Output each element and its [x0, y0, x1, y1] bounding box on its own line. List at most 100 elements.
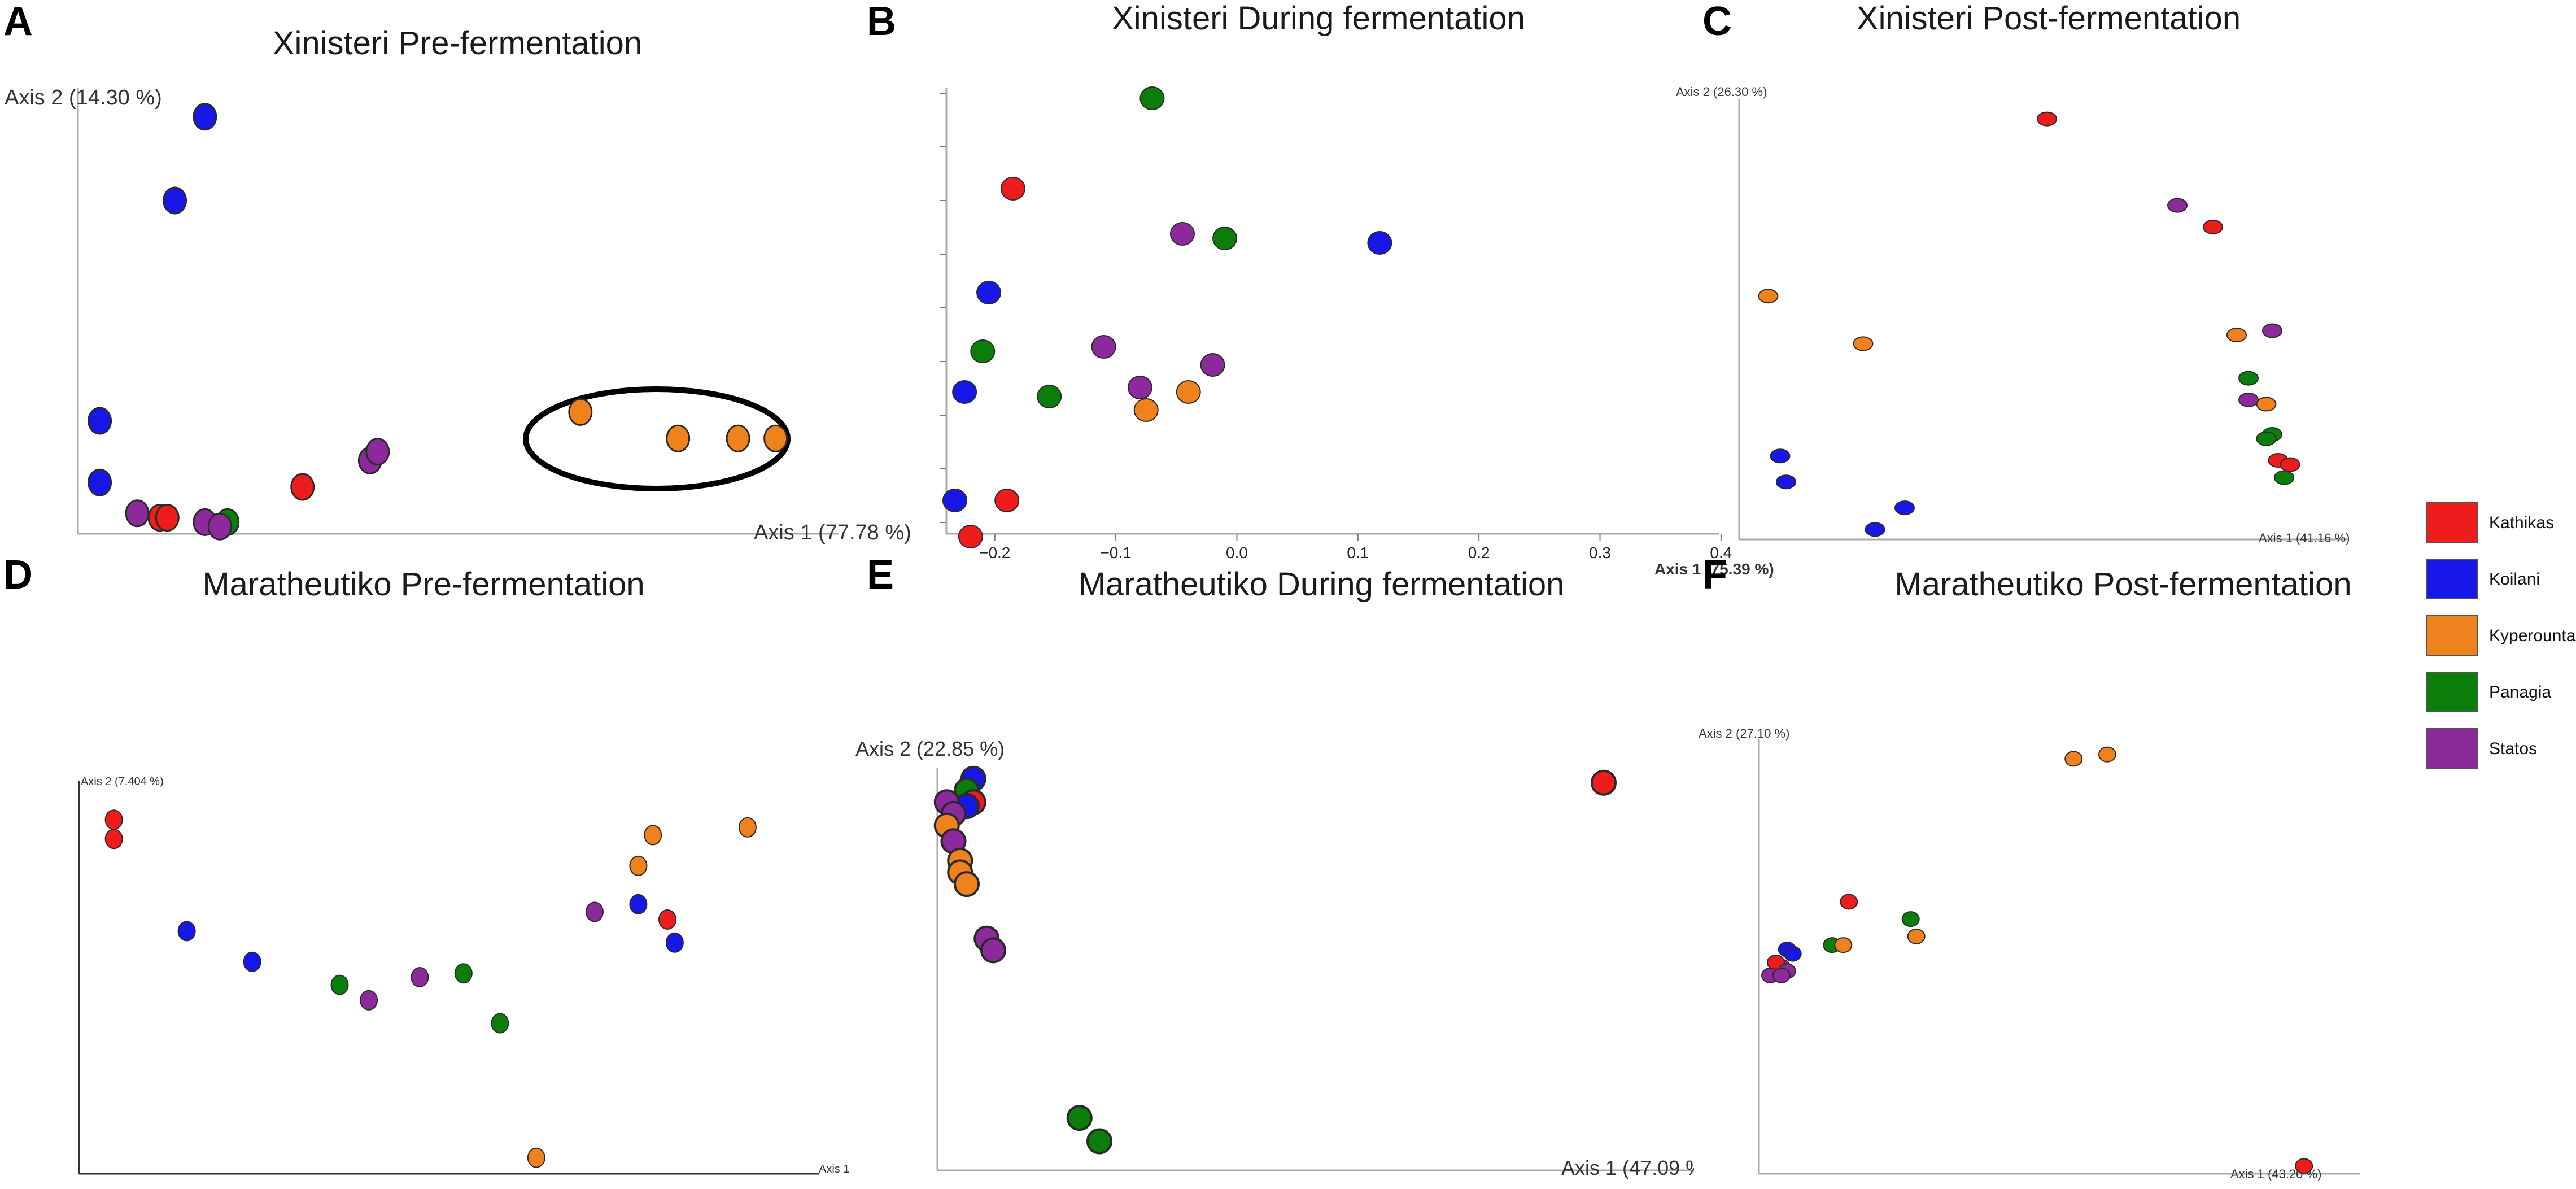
point-statos: [1200, 353, 1225, 377]
point-kathikas: [1591, 769, 1617, 796]
point-panagia: [970, 339, 996, 363]
point-panagia: [2238, 371, 2259, 386]
panel-d-points: [104, 809, 757, 1168]
point-statos: [980, 937, 1006, 964]
point-koilani: [88, 407, 112, 435]
point-statos: [411, 967, 429, 987]
legend-label-statos: Statos: [2489, 739, 2537, 758]
legend-swatch-koilani: [2426, 559, 2478, 599]
panel-e-label: E: [867, 552, 894, 598]
point-kyperounta: [629, 855, 648, 876]
point-koilani: [88, 468, 112, 496]
point-kathikas: [958, 525, 983, 548]
panel-c-xlabel: Axis 1 (41.16 %): [2259, 531, 2350, 545]
point-panagia: [1037, 385, 1062, 408]
panel-b-x-tick-label: 0.3: [1589, 544, 1611, 561]
point-kyperounta: [738, 817, 757, 838]
panel-e-xlabel-clip: [1694, 1147, 1728, 1186]
point-kathikas: [104, 829, 123, 850]
point-kyperounta: [666, 424, 691, 452]
panel-c-points: [1758, 111, 2300, 537]
point-panagia: [1901, 911, 1920, 927]
point-kathikas: [2037, 111, 2057, 127]
point-statos: [2167, 198, 2188, 213]
panel-a-ylabel: Axis 2 (14.30 %): [5, 86, 162, 110]
panel-b-y-ticks: [940, 93, 946, 523]
point-koilani: [665, 932, 684, 953]
panel-b-x-ticks: −0.2 −0.1 0.0 0.1 0.2 0.3 0.4: [979, 534, 1732, 561]
point-koilani: [952, 380, 977, 404]
panel-c-ylabel: Axis 2 (26.30 %): [1676, 85, 1767, 99]
point-kyperounta: [2064, 751, 2083, 767]
panel-f-title: Maratheutiko Post-fermentation: [1894, 566, 2351, 603]
point-statos: [1127, 376, 1152, 399]
point-panagia: [1139, 86, 1165, 110]
point-koilani: [177, 921, 196, 942]
point-koilani: [629, 894, 648, 914]
legend-swatch-statos: [2426, 728, 2478, 769]
point-statos: [365, 438, 390, 466]
panel-f-label: F: [1702, 552, 1727, 598]
point-kyperounta: [1853, 336, 1874, 351]
point-panagia: [2274, 470, 2294, 485]
point-kyperounta: [763, 424, 788, 452]
point-kyperounta: [1758, 289, 1779, 304]
legend: Kathikas Koilani Kyperounta Panagia Statos: [2426, 502, 2576, 769]
legend-swatch-kathikas: [2426, 502, 2478, 543]
legend-label-koilani: Koilani: [2489, 570, 2540, 589]
point-kathikas: [2203, 219, 2223, 234]
point-koilani: [243, 951, 261, 972]
panel-e-ylabel: Axis 2 (22.85 %): [855, 737, 1005, 760]
panel-b-points: [942, 86, 1392, 548]
legend-label-kyperounta: Kyperounta: [2489, 626, 2576, 645]
point-statos: [125, 499, 150, 528]
point-kyperounta: [2256, 397, 2277, 412]
point-statos: [1169, 222, 1195, 246]
point-statos: [360, 990, 378, 1011]
point-kyperounta: [1176, 380, 1201, 404]
point-kyperounta: [1834, 937, 1853, 953]
panel-a-points: [88, 103, 788, 541]
point-kyperounta: [568, 398, 593, 426]
point-panagia: [491, 1013, 509, 1034]
panel-f: F Maratheutiko Post-fermentation Axis 2 …: [1699, 552, 2360, 1181]
point-kathikas: [155, 504, 180, 532]
panel-e: E Maratheutiko During fermentation Axis …: [855, 552, 1728, 1186]
point-statos: [207, 512, 232, 541]
point-kathikas: [1000, 177, 1025, 201]
point-panagia: [1212, 227, 1238, 250]
panel-f-points: [1761, 746, 2313, 1174]
point-koilani: [1770, 448, 1791, 464]
point-kathikas: [104, 809, 123, 830]
point-koilani: [1367, 231, 1392, 255]
panel-a-title: Xinisteri Pre-fermentation: [273, 25, 642, 62]
legend-swatch-kyperounta: [2426, 615, 2478, 656]
panel-b-x-tick-label: 0.1: [1347, 544, 1369, 561]
point-kyperounta: [644, 825, 662, 846]
panel-b-x-tick-label: 0.4: [1710, 544, 1732, 561]
point-kathikas: [658, 909, 676, 930]
panel-b-label: B: [867, 0, 896, 44]
point-kathikas: [1840, 894, 1858, 910]
point-kyperounta: [1907, 928, 1926, 944]
point-koilani: [1865, 522, 1885, 537]
point-koilani: [1783, 946, 1802, 962]
point-panagia: [454, 963, 473, 984]
point-statos: [1772, 967, 1791, 983]
panel-c-title: Xinisteri Post-fermentation: [1857, 0, 2241, 37]
panel-b-x-tick-label: −0.2: [979, 544, 1010, 561]
point-panagia: [1066, 1105, 1093, 1131]
legend-label-kathikas: Kathikas: [2489, 513, 2554, 532]
point-statos: [2262, 323, 2282, 338]
panel-d-ylabel: Axis 2 (7.404 %): [81, 776, 164, 788]
point-kathikas: [994, 489, 1020, 512]
panel-a: A Xinisteri Pre-fermentation Axis 2 (14.…: [3, 0, 911, 545]
point-koilani: [976, 281, 1002, 304]
panel-b-x-tick-label: 0.2: [1468, 544, 1490, 561]
point-koilani: [193, 103, 217, 131]
point-kyperounta: [1133, 398, 1159, 422]
point-kyperounta: [954, 871, 980, 898]
point-statos: [586, 901, 604, 922]
panel-b: B Xinisteri During fermentation −0.2 −0.1…: [867, 0, 1774, 578]
panel-b-x-tick-label: 0.0: [1226, 544, 1248, 561]
